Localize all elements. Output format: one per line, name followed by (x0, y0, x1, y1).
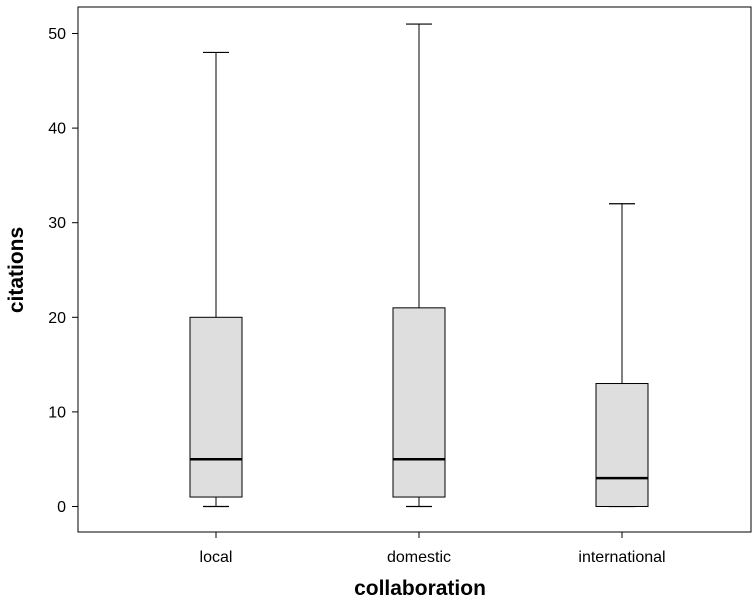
plot-area-frame (77, 6, 752, 533)
box-local (189, 51, 243, 508)
iqr-box (595, 383, 649, 507)
y-tick-label: 20 (48, 310, 66, 327)
x-tick-label: domestic (387, 549, 451, 566)
x-tick-label: international (578, 549, 665, 566)
y-tick-label: 0 (57, 499, 66, 516)
y-tick-label: 50 (48, 26, 66, 43)
y-axis: 0 10 20 30 40 50 (48, 26, 78, 516)
y-tick-label: 10 (48, 404, 66, 421)
box-international (595, 203, 649, 508)
iqr-box (392, 307, 446, 498)
x-axis: local domestic international (200, 532, 666, 566)
iqr-box (189, 316, 243, 498)
x-axis-title: collaboration (354, 577, 486, 598)
box-group (189, 23, 649, 508)
box-domestic (392, 23, 446, 508)
y-tick-label: 30 (48, 215, 66, 232)
y-tick-label: 40 (48, 121, 66, 138)
y-axis-title: citations (5, 227, 28, 313)
x-tick-label: local (200, 549, 233, 566)
